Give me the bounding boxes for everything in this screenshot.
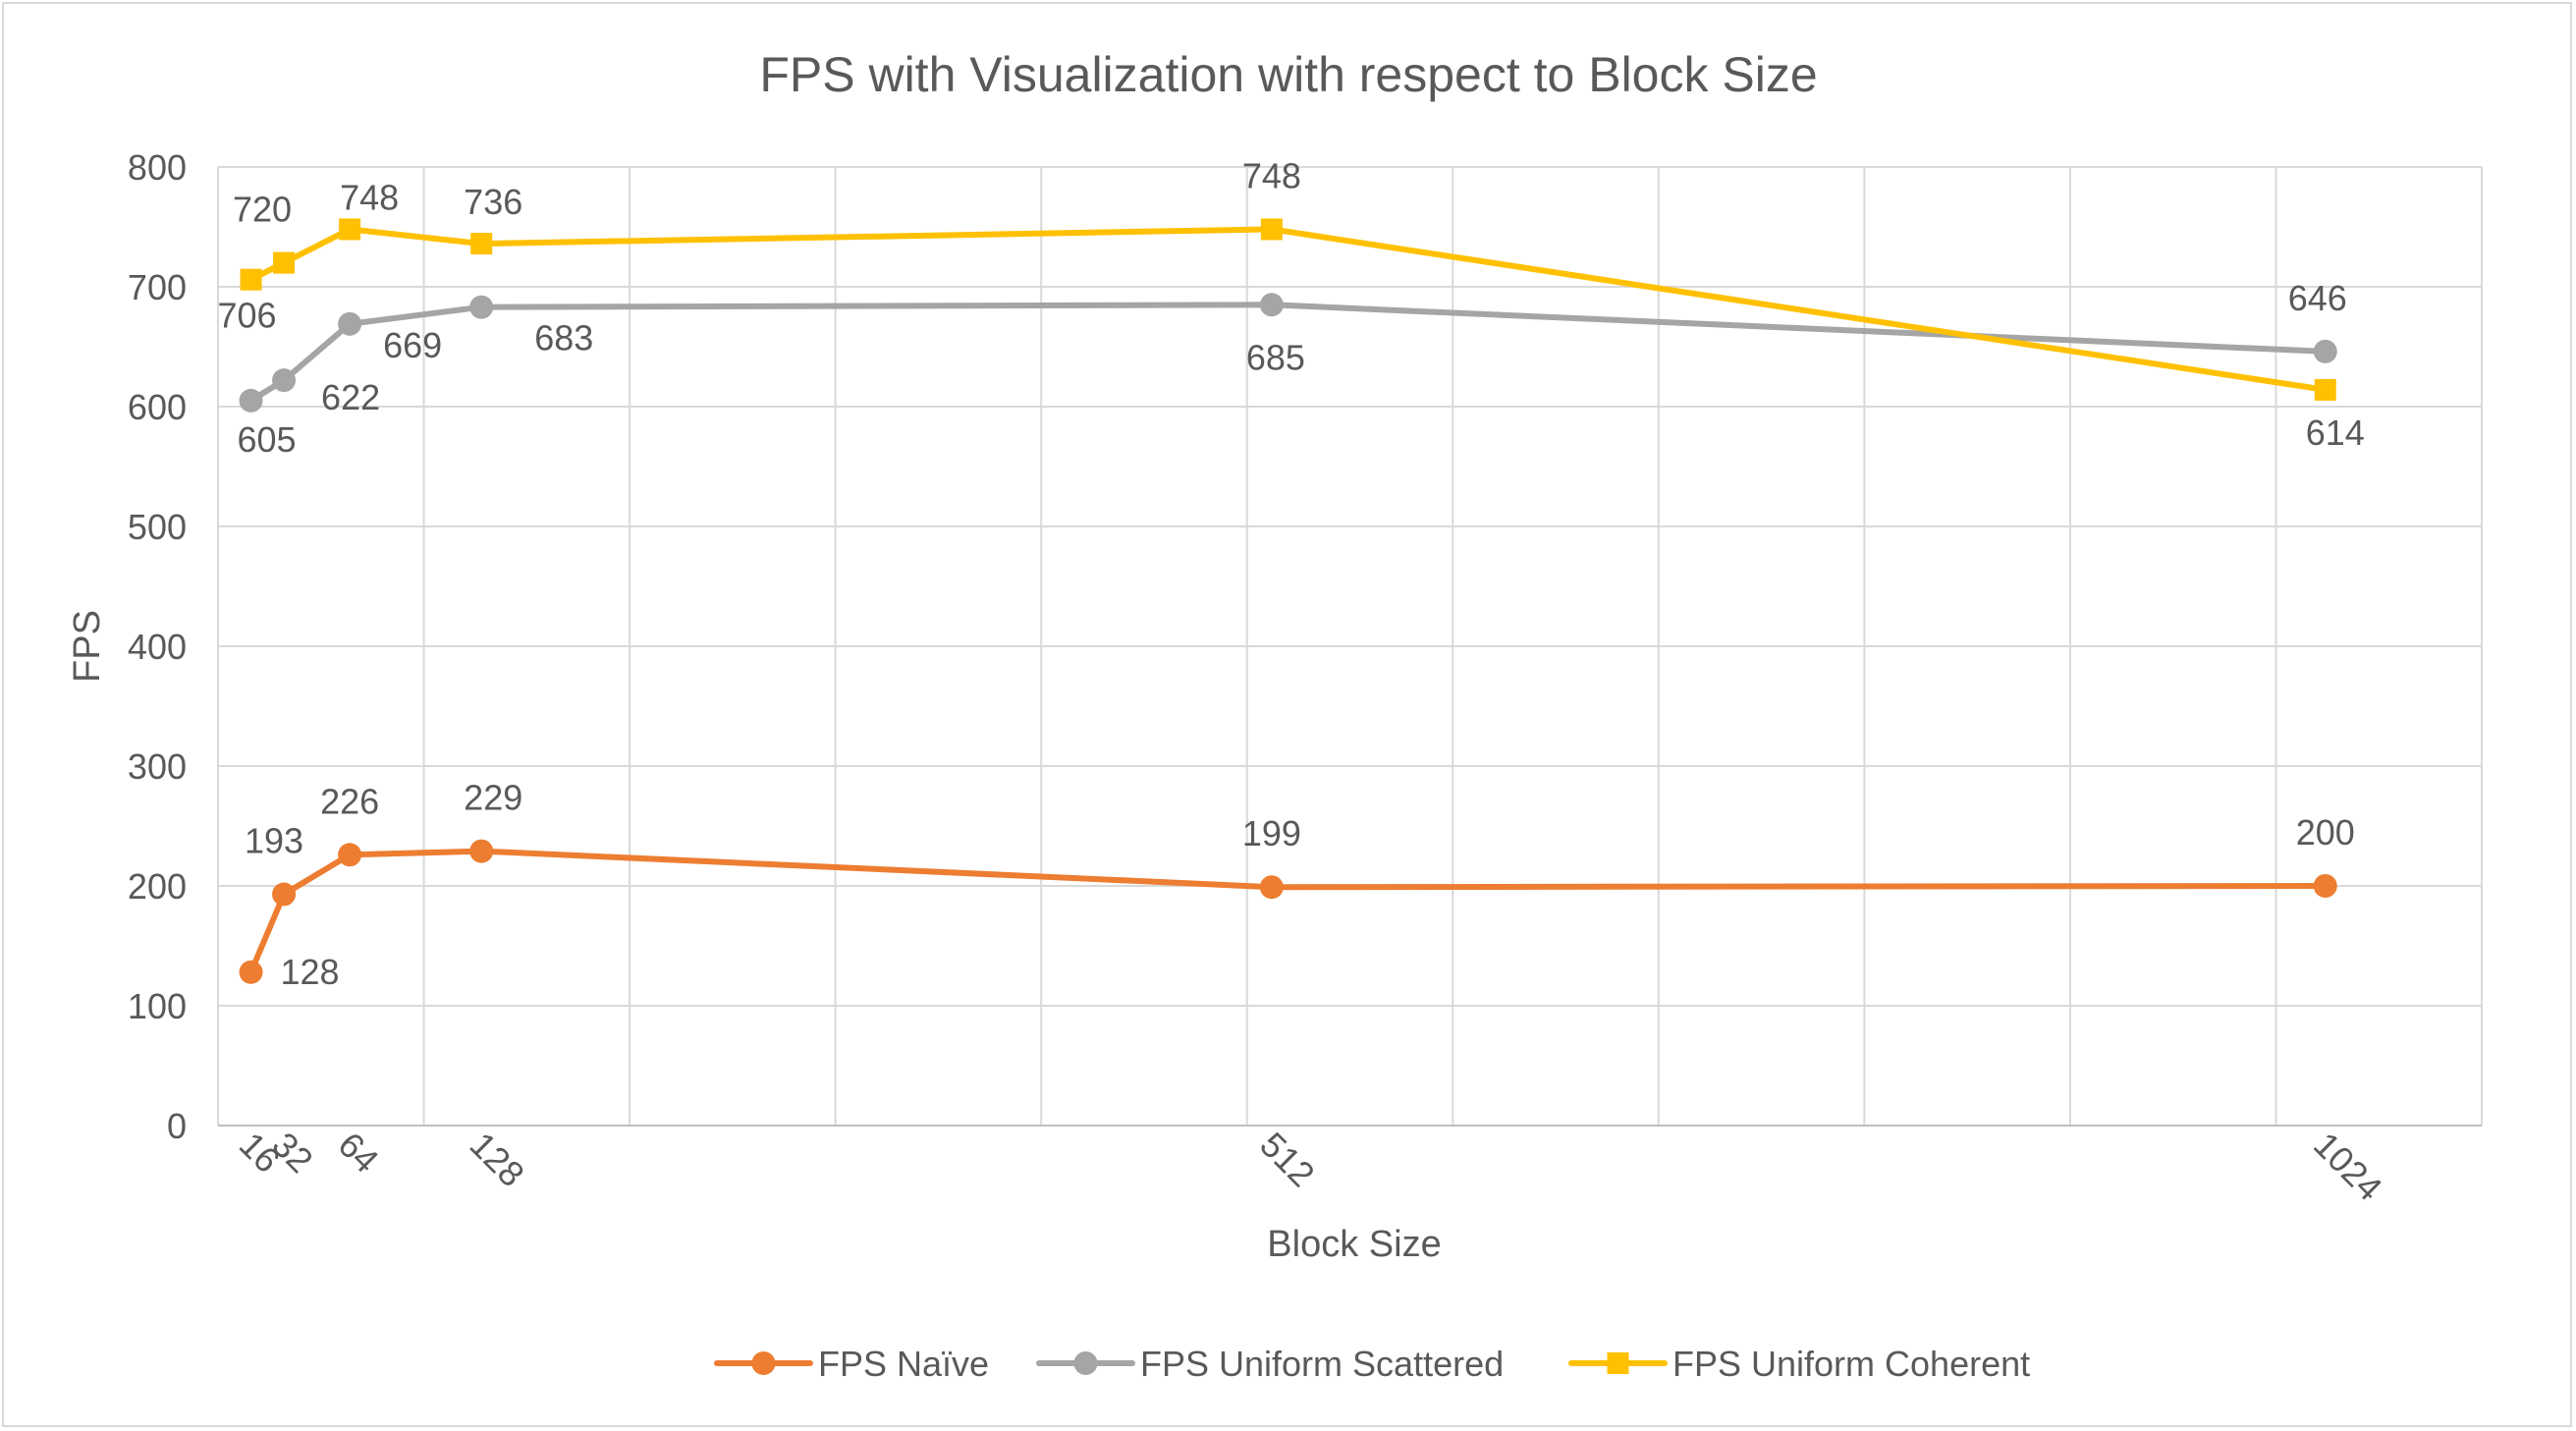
series-line [247,848,2329,975]
x-tick-label: 128 [463,1125,532,1194]
data-label: 706 [217,296,276,336]
x-tick-label: 512 [1252,1125,1322,1194]
y-tick-label: 300 [128,746,187,787]
data-label: 605 [237,419,296,460]
data-label: 229 [464,778,522,818]
data-point [273,251,296,274]
legend-label: FPS Naïve [818,1344,989,1384]
data-point [240,268,262,291]
data-point [338,843,362,867]
data-label: 128 [281,952,340,992]
y-tick-label: 600 [128,387,187,427]
data-point [1259,293,1284,317]
series [239,218,2337,984]
legend-marker [1073,1351,1098,1375]
legend-marker [1607,1352,1629,1374]
data-point [1259,875,1284,900]
data-point [272,368,297,393]
data-label: 748 [1242,155,1301,195]
y-tick-label: 200 [128,866,187,907]
data-point [2314,378,2336,401]
x-tick-label: 32 [264,1125,320,1181]
x-tick-label: 64 [330,1125,386,1181]
data-point [470,233,493,255]
data-point [1260,218,1283,241]
data-point [339,218,361,241]
data-point [272,882,297,907]
legend: FPS Naïve FPS Uniform Scattered FPS Unifor… [714,1344,2030,1384]
data-point [469,295,494,319]
y-tick-label: 500 [128,507,187,547]
data-label: 199 [1242,813,1301,853]
x-tick-label: 1024 [2306,1125,2390,1209]
data-label: 193 [245,821,303,861]
data-point [239,960,263,984]
data-label: 226 [320,781,379,821]
data-label: 748 [340,177,399,217]
data-label: 622 [321,377,380,417]
data-point [2313,339,2337,363]
legend-label: FPS Uniform Scattered [1140,1344,1504,1384]
data-point [2313,874,2337,898]
data-point [239,388,263,413]
y-tick-label: 0 [167,1106,187,1146]
data-label: 669 [383,325,442,365]
x-axis-title: Block Size [1267,1224,1441,1265]
data-label: 683 [534,318,593,358]
y-tick-label: 100 [128,986,187,1026]
y-axis-title: FPS [67,610,108,683]
data-label: 646 [2288,278,2347,318]
data-label: 736 [464,182,522,222]
data-label: 200 [2296,812,2355,853]
chart-title: FPS with Visualization with respect to B… [759,47,1817,102]
y-tick-label: 700 [128,267,187,307]
legend-label: FPS Uniform Coherent [1672,1344,2030,1384]
y-tick-label: 400 [128,627,187,667]
y-tick-label: 800 [128,147,187,188]
legend-marker [751,1351,776,1375]
data-label: 614 [2306,413,2365,453]
data-point [338,311,362,336]
data-label: 685 [1246,337,1305,377]
data-point [469,839,494,863]
data-label: 720 [233,190,292,230]
